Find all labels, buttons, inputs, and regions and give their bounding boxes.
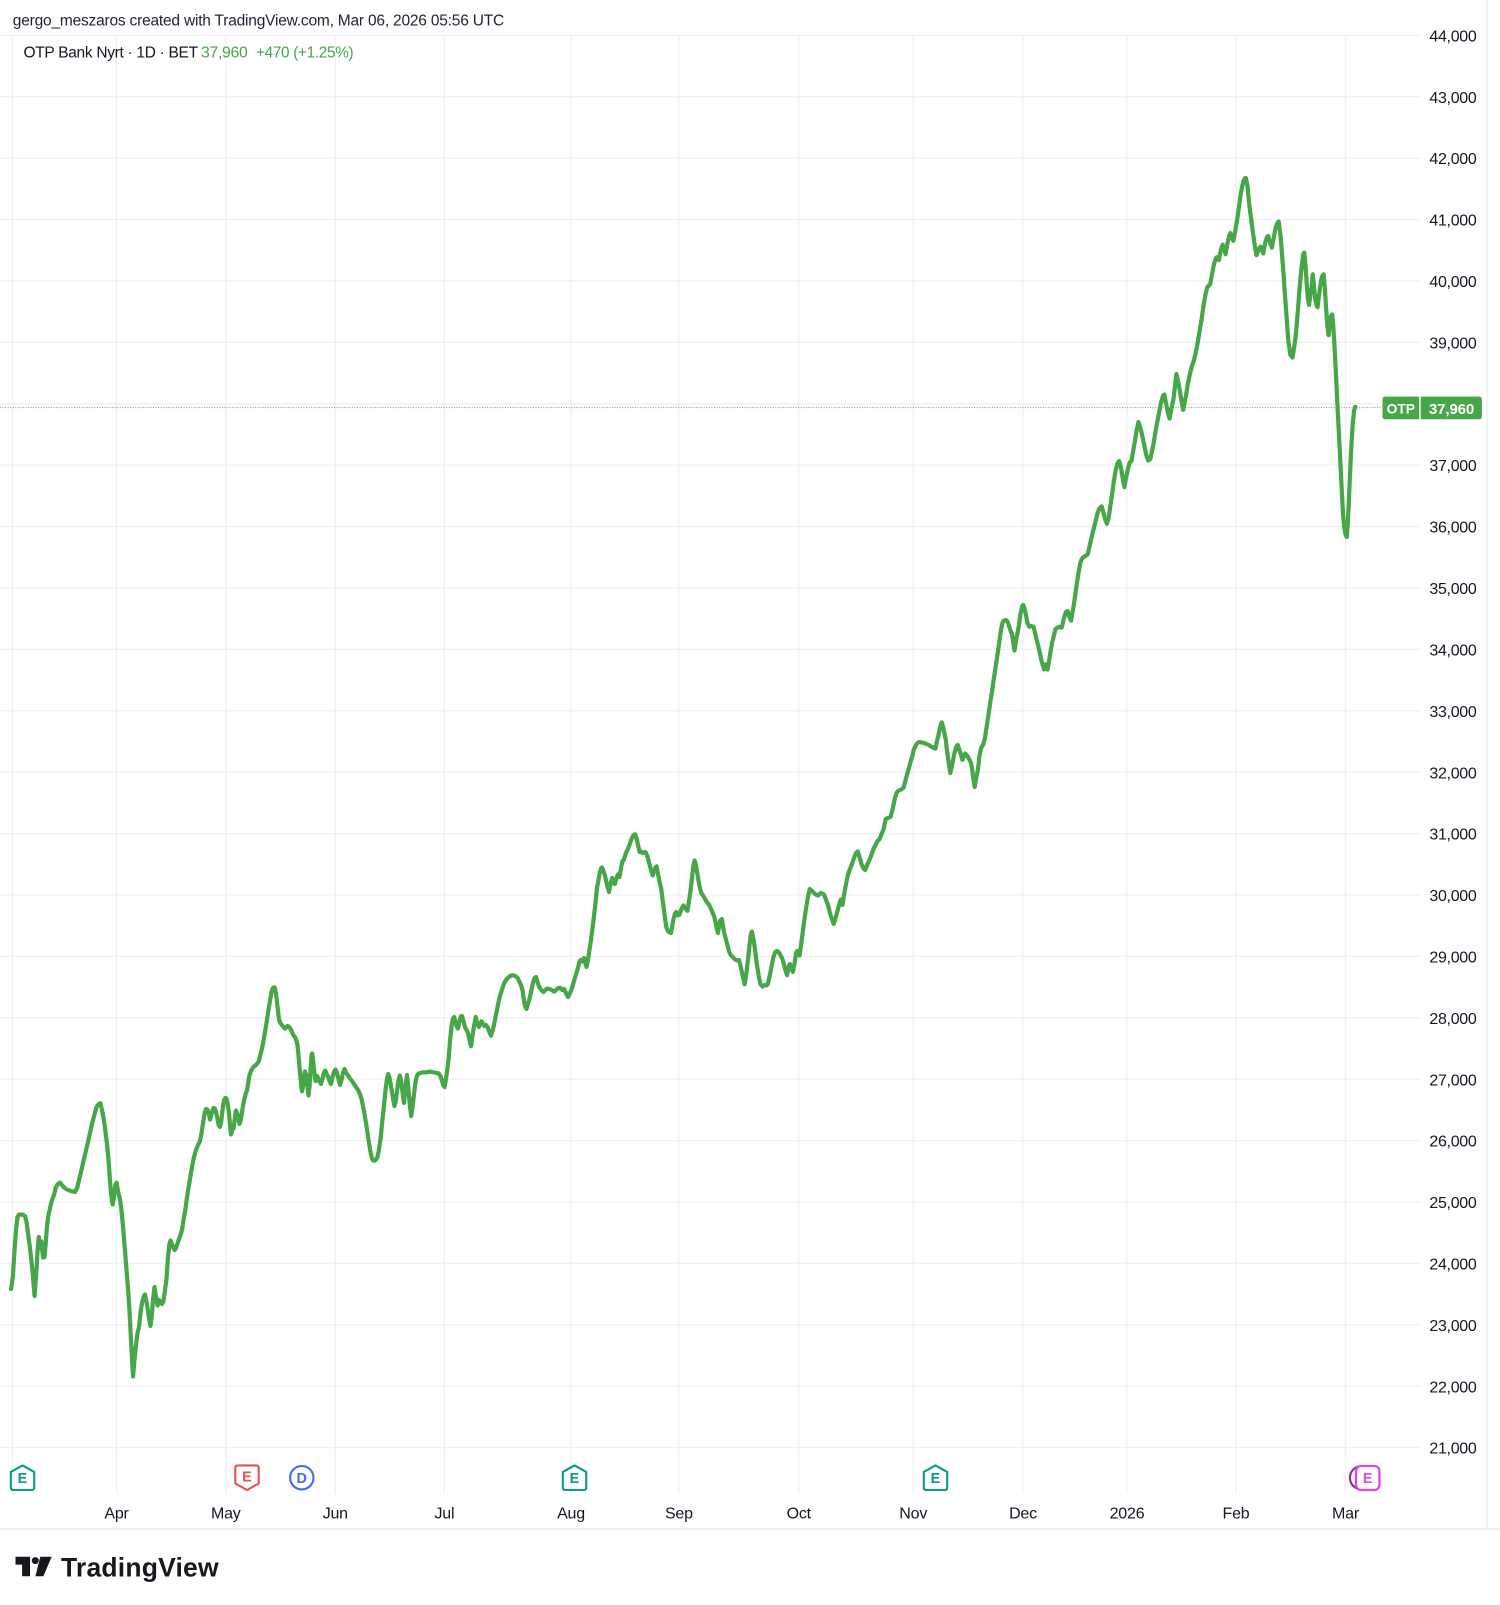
svg-text:Sep: Sep	[665, 1506, 693, 1523]
svg-text:21,000: 21,000	[1429, 1441, 1477, 1458]
svg-text:D: D	[297, 1471, 307, 1487]
svg-text:28,000: 28,000	[1429, 1011, 1477, 1028]
svg-text:OTP Bank Nyrt · 1D · BET: OTP Bank Nyrt · 1D · BET	[24, 45, 199, 62]
svg-text:OTP: OTP	[1387, 401, 1415, 416]
svg-text:34,000: 34,000	[1429, 642, 1477, 659]
svg-text:37,000: 37,000	[1429, 458, 1477, 475]
svg-text:2026: 2026	[1110, 1506, 1145, 1523]
svg-text:Nov: Nov	[899, 1506, 927, 1523]
svg-text:gergo_meszaros created with Tr: gergo_meszaros created with TradingView.…	[13, 12, 504, 29]
svg-text:42,000: 42,000	[1429, 151, 1477, 168]
svg-text:37,960: 37,960	[201, 45, 248, 62]
svg-text:Feb: Feb	[1223, 1506, 1250, 1523]
svg-text:39,000: 39,000	[1429, 335, 1477, 352]
svg-text:TradingView: TradingView	[61, 1552, 219, 1582]
svg-text:35,000: 35,000	[1429, 581, 1477, 598]
svg-text:44,000: 44,000	[1429, 28, 1477, 45]
svg-text:E: E	[570, 1471, 580, 1487]
svg-text:May: May	[211, 1506, 241, 1523]
svg-text:31,000: 31,000	[1429, 827, 1477, 844]
svg-text:33,000: 33,000	[1429, 704, 1477, 721]
svg-text:E: E	[18, 1471, 28, 1487]
svg-text:36,000: 36,000	[1429, 520, 1477, 537]
svg-text:40,000: 40,000	[1429, 274, 1477, 291]
svg-text:43,000: 43,000	[1429, 90, 1477, 107]
svg-text:41,000: 41,000	[1429, 213, 1477, 230]
svg-text:26,000: 26,000	[1429, 1134, 1477, 1151]
svg-text:Mar: Mar	[1332, 1506, 1360, 1523]
svg-text:27,000: 27,000	[1429, 1072, 1477, 1089]
svg-text:23,000: 23,000	[1429, 1318, 1477, 1335]
svg-text:29,000: 29,000	[1429, 950, 1477, 967]
svg-text:25,000: 25,000	[1429, 1195, 1477, 1212]
svg-text:Jul: Jul	[434, 1506, 454, 1523]
svg-text:Aug: Aug	[557, 1506, 585, 1523]
svg-text:30,000: 30,000	[1429, 888, 1477, 905]
svg-text:32,000: 32,000	[1429, 765, 1477, 782]
svg-text:+470 (+1.25%): +470 (+1.25%)	[256, 45, 354, 62]
svg-text:Oct: Oct	[787, 1506, 812, 1523]
svg-text:E: E	[1363, 1471, 1373, 1487]
svg-text:E: E	[931, 1471, 941, 1487]
svg-text:24,000: 24,000	[1429, 1257, 1477, 1274]
svg-text:22,000: 22,000	[1429, 1379, 1477, 1396]
svg-text:Apr: Apr	[104, 1506, 129, 1523]
svg-text:Jun: Jun	[323, 1506, 348, 1523]
svg-text:Dec: Dec	[1009, 1506, 1037, 1523]
svg-text:37,960: 37,960	[1429, 401, 1474, 418]
svg-text:E: E	[242, 1469, 252, 1485]
